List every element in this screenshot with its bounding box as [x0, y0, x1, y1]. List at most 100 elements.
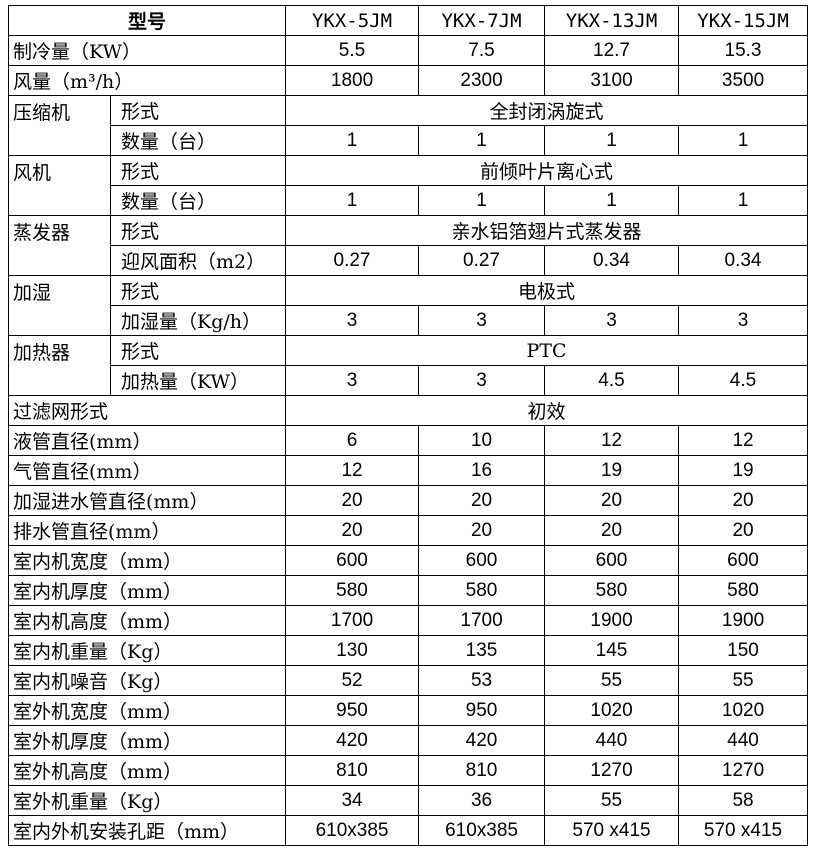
value-cell: 2300: [418, 65, 546, 96]
value-cell: 600: [418, 545, 546, 576]
table-row: 室外机高度（mm） 810 810 1270 1270: [7, 755, 809, 786]
value-cell: 1270: [544, 755, 680, 786]
table-row: 室内机重量（Kg） 130 135 145 150: [7, 635, 809, 666]
sub-label: 数量（台）: [109, 125, 287, 156]
value-cell: 130: [285, 635, 420, 666]
value-cell: 55: [678, 665, 809, 696]
table-row: 制冷量（KW） 5.5 7.5 12.7 15.3: [7, 35, 809, 66]
value-cell: 36: [418, 785, 546, 816]
value-cell: 570 x415: [678, 815, 809, 846]
table-row: 加湿进水管直径(mm） 20 20 20 20: [7, 485, 809, 516]
row-label: 室内机宽度（mm）: [7, 545, 287, 576]
table-row: 室内机高度（mm） 1700 1700 1900 1900: [7, 605, 809, 636]
value-cell: 440: [544, 725, 680, 756]
value-cell: 610x385: [285, 815, 420, 846]
value-cell: 1: [544, 125, 680, 156]
value-cell: 1: [678, 125, 809, 156]
value-cell: 1: [544, 185, 680, 216]
table-row: 过滤网形式 初效: [7, 395, 809, 426]
row-label: 加湿进水管直径(mm）: [7, 485, 287, 516]
value-cell: 1800: [285, 65, 420, 96]
table-row: 加湿量（Kg/h） 3 3 3 3: [9, 305, 809, 336]
group-label: 风机: [8, 155, 111, 216]
table-row: 室内外机安装孔距（mm） 610x385 610x385 570 x415 570 x4…: [7, 815, 809, 846]
value-cell: 0.34: [544, 245, 680, 276]
value-cell: 20: [678, 515, 809, 546]
row-label: 室外机厚度（mm）: [7, 725, 287, 756]
value-cell: 58: [678, 785, 809, 816]
value-cell: 1020: [544, 695, 680, 726]
table-row: 室外机宽度（mm） 950 950 1020 1020: [7, 695, 809, 726]
value-cell: 420: [285, 725, 420, 756]
value-cell: 950: [418, 695, 546, 726]
table-row: 排水管直径(mm） 20 20 20 20: [7, 515, 809, 546]
table-row: 加热器 形式 PTC: [8, 335, 809, 396]
value-cell: 19: [544, 455, 680, 486]
table-row: 蒸发器 形式 亲水铝箔翅片式蒸发器: [8, 215, 809, 276]
value-cell: 580: [544, 575, 680, 606]
value-cell: 1900: [544, 605, 680, 636]
sub-label: 数量（台）: [109, 185, 287, 216]
row-label: 排水管直径(mm）: [7, 515, 287, 546]
row-label: 过滤网形式: [7, 395, 287, 426]
row-label: 室内机高度（mm）: [7, 605, 287, 636]
table-row: 数量（台） 1 1 1 1: [9, 125, 809, 156]
value-cell: 12: [544, 425, 680, 456]
header-row: 型号 YKX-5JM YKX-7JM YKX-13JM YKX-15JM: [7, 5, 809, 36]
value-cell: 5.5: [285, 35, 420, 66]
value-cell: 1: [678, 185, 809, 216]
sub-label: 形式: [109, 335, 287, 366]
row-label: 制冷量（KW）: [7, 35, 287, 66]
value-cell: 440: [678, 725, 809, 756]
table-row: 数量（台） 1 1 1 1: [9, 185, 809, 216]
value-cell: 420: [418, 725, 546, 756]
model-header: YKX-5JM: [285, 5, 420, 36]
value-cell: 12: [678, 425, 809, 456]
row-label: 室内机噪音（Kg）: [7, 665, 287, 696]
value-cell: 4.5: [678, 365, 809, 396]
group-label: 加热器: [8, 335, 111, 396]
table-row: 加热量（KW） 3 3 4.5 4.5: [9, 365, 809, 396]
value-cell: 20: [418, 515, 546, 546]
value-cell: 1: [418, 185, 546, 216]
model-header: YKX-7JM: [418, 5, 546, 36]
sub-label: 加湿量（Kg/h）: [109, 305, 287, 336]
value-cell: 55: [544, 665, 680, 696]
value-cell: 580: [418, 575, 546, 606]
value-cell: 3: [418, 365, 546, 396]
table-row: 室外机重量（Kg） 34 36 55 58: [7, 785, 809, 816]
value-cell: 150: [678, 635, 809, 666]
value-cell: 1900: [678, 605, 809, 636]
value-cell: 950: [285, 695, 420, 726]
value-cell: 34: [285, 785, 420, 816]
value-cell: 810: [285, 755, 420, 786]
value-cell: 20: [544, 515, 680, 546]
value-cell: 7.5: [418, 35, 546, 66]
value-cell: 10: [418, 425, 546, 456]
value-cell: 1: [285, 125, 420, 156]
value-cell: 3: [678, 305, 809, 336]
value-cell: 145: [544, 635, 680, 666]
value-cell: 810: [418, 755, 546, 786]
row-label: 室外机高度（mm）: [7, 755, 287, 786]
value-cell: 1700: [285, 605, 420, 636]
table-row: 室内机宽度（mm） 600 600 600 600: [7, 545, 809, 576]
row-label: 室内机厚度（mm）: [7, 575, 287, 606]
row-label: 室内外机安装孔距（mm）: [7, 815, 287, 846]
value-cell: 52: [285, 665, 420, 696]
value-cell: 6: [285, 425, 420, 456]
table-row: 气管直径(mm） 12 16 19 19: [7, 455, 809, 486]
value-cell: 55: [544, 785, 680, 816]
table-row: 加湿 形式 电极式: [8, 275, 809, 336]
merged-value: PTC: [285, 335, 809, 366]
value-cell: 53: [418, 665, 546, 696]
value-cell: 12.7: [544, 35, 680, 66]
merged-value: 初效: [285, 395, 809, 426]
value-cell: 20: [285, 515, 420, 546]
value-cell: 0.27: [418, 245, 546, 276]
table-row: 室外机厚度（mm） 420 420 440 440: [7, 725, 809, 756]
row-label: 气管直径(mm）: [7, 455, 287, 486]
value-cell: 580: [678, 575, 809, 606]
value-cell: 3: [285, 305, 420, 336]
group-label: 加湿: [8, 275, 111, 336]
